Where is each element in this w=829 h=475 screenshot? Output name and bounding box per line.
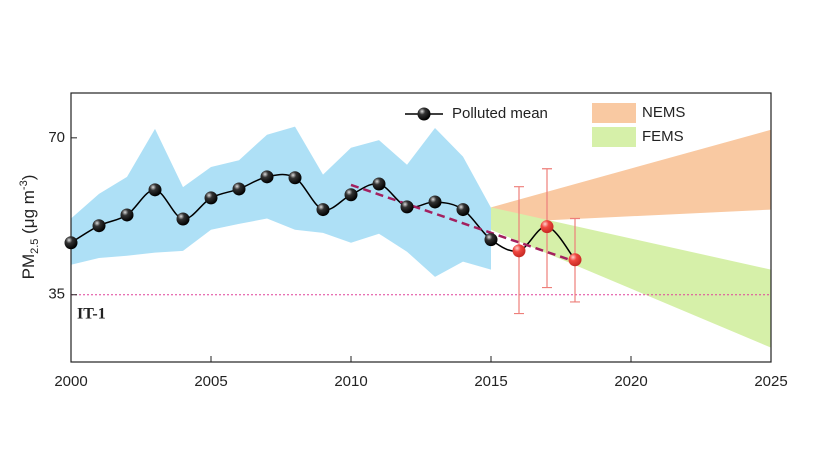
mean-point [456, 203, 470, 217]
predicted-point [512, 244, 526, 258]
x-tick-label: 2000 [54, 373, 87, 390]
trend-line [350, 183, 576, 263]
legend-label: Polluted mean [452, 105, 548, 122]
y-axis-label: PM2.5 (μg m-3) [18, 175, 41, 280]
legend-label: FEMS [642, 128, 684, 145]
predicted-point [568, 253, 582, 267]
reference-label: IT-1 [77, 305, 106, 322]
x-tick-label: 2025 [754, 373, 787, 390]
legend-swatch [592, 127, 636, 147]
mean-point [484, 233, 498, 247]
mean-point [204, 191, 218, 205]
mean-point [148, 183, 162, 197]
legend-marker [417, 107, 431, 121]
mean-point [288, 171, 302, 185]
mean-point [232, 182, 246, 196]
predicted-point [540, 220, 554, 234]
x-tick-label: 2015 [474, 373, 507, 390]
scenario-band [491, 207, 771, 348]
mean-point [344, 188, 358, 202]
mean-point [64, 236, 78, 250]
plot-frame [70, 92, 772, 363]
mean-point [176, 212, 190, 226]
range-band [71, 126, 491, 277]
mean-point [428, 195, 442, 209]
mean-point [120, 208, 134, 222]
mean-point [372, 177, 386, 191]
x-tick-label: 2005 [194, 373, 227, 390]
mean-point [260, 170, 274, 184]
legend-label: NEMS [642, 104, 685, 121]
y-tick-label: 70 [48, 129, 65, 146]
mean-point [400, 200, 414, 214]
y-tick-label: 35 [48, 286, 65, 303]
x-tick-label: 2020 [614, 373, 647, 390]
x-tick-label: 2010 [334, 373, 367, 390]
mean-point [316, 203, 330, 217]
legend-swatch [592, 103, 636, 123]
scenario-band [491, 129, 771, 224]
mean-point [92, 219, 106, 233]
